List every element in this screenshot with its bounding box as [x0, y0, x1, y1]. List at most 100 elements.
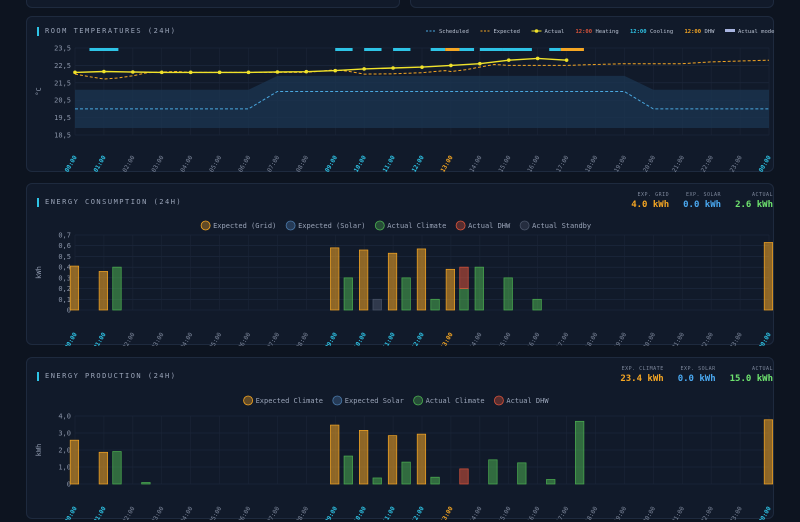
actual-point: [362, 67, 366, 71]
x-tick-label: 16:00: [526, 331, 541, 346]
y-axis-label: °C: [35, 87, 43, 95]
x-tick-label: 16:00: [526, 505, 541, 520]
bar: [98, 451, 108, 485]
actual-point: [420, 65, 424, 69]
bar: [416, 433, 427, 485]
y-tick-label: 0,5: [58, 253, 71, 261]
mode-strip-segment: [364, 48, 382, 51]
legend-time: 12:00: [685, 29, 702, 35]
x-tick-label: 06:00: [237, 154, 252, 173]
legend-time: 12:00: [576, 29, 593, 35]
x-tick-label: 00:00: [64, 331, 79, 346]
bar: [459, 266, 469, 289]
x-tick-label: 05:00: [208, 154, 223, 173]
bar: [387, 435, 398, 485]
x-tick-label: 21:00: [671, 331, 686, 346]
x-tick-label: 02:00: [121, 331, 136, 346]
x-tick-label: 04:00: [179, 154, 194, 173]
legend-swatch: [243, 395, 254, 406]
bar: [445, 268, 455, 311]
y-axis-label: kWh: [35, 444, 43, 457]
x-tick-label: 10:00: [353, 505, 368, 520]
x-tick-label: 14:00: [468, 331, 483, 346]
x-tick-label: 00:00: [758, 154, 773, 173]
x-tick-label: 09:00: [324, 331, 339, 346]
x-tick-label: 14:00: [468, 505, 483, 520]
actual-point: [564, 58, 569, 62]
x-tick-label: 06:00: [237, 331, 252, 346]
x-tick-label: 23:00: [729, 154, 744, 173]
actual-point: [188, 70, 193, 75]
y-tick-label: 0,2: [58, 285, 71, 293]
legend-swatch-dot: [534, 29, 539, 33]
x-tick-label: 03:00: [150, 154, 165, 173]
x-tick-label: 22:00: [700, 331, 715, 346]
legend-label: Expected Solar: [345, 397, 404, 405]
bar: [416, 248, 427, 311]
x-tick-label: 18:00: [584, 505, 599, 520]
legend-swatch: [725, 29, 735, 32]
bar: [763, 242, 774, 311]
actual-point: [391, 66, 395, 70]
actual-point: [304, 69, 309, 74]
y-tick-label: 0,1: [58, 296, 71, 304]
x-tick-label: 08:00: [295, 505, 310, 520]
x-tick-label: 09:00: [324, 505, 339, 520]
actual-point: [217, 70, 222, 75]
x-tick-label: 04:00: [179, 331, 194, 346]
bar: [532, 298, 542, 311]
bar: [330, 424, 340, 485]
y-tick-label: 19,5: [54, 114, 71, 122]
legend-swatch: [493, 395, 504, 406]
bar: [459, 468, 469, 485]
consumption-title: ENERGY CONSUMPTION (24H): [37, 198, 182, 207]
mode-strip-segment: [549, 48, 561, 51]
production-panel: ENERGY PRODUCTION (24H) EXP. CLIMATE 23.4…: [26, 357, 774, 520]
y-tick-label: 22,5: [54, 62, 71, 70]
x-tick-label: 01:00: [93, 154, 108, 173]
top-panel-left: [26, 0, 400, 8]
x-tick-label: 13:00: [440, 331, 455, 346]
x-tick-label: 00:00: [758, 331, 773, 346]
expected-line: [74, 59, 770, 80]
bar: [546, 479, 556, 485]
x-tick-label: 13:00: [440, 154, 455, 173]
bar: [503, 277, 513, 311]
mode-strip-segment: [335, 48, 353, 51]
production-chart: Expected Climate Expected Solar Actual Cli…: [35, 395, 774, 520]
y-tick-label: 0,6: [58, 242, 71, 250]
actual-point: [449, 63, 453, 68]
production-title: ENERGY PRODUCTION (24H): [37, 372, 176, 381]
mode-strip-segment: [430, 48, 446, 51]
bar: [343, 277, 353, 311]
mode-strip-segment: [479, 48, 503, 51]
bar: [401, 461, 411, 485]
x-tick-label: 11:00: [382, 331, 397, 346]
consumption-panel: ENERGY CONSUMPTION (24H) EXP. GRID 4.0 kW…: [26, 183, 774, 346]
y-tick-label: 0,7: [58, 232, 71, 240]
y-tick-label: 1,0: [58, 464, 71, 472]
x-tick-label: 01:00: [93, 505, 108, 520]
bar: [112, 451, 122, 485]
x-tick-label: 00:00: [64, 154, 79, 173]
y-tick-label: 20,5: [54, 97, 71, 105]
x-tick-label: 05:00: [208, 331, 223, 346]
x-tick-label: 08:00: [295, 331, 310, 346]
mode-strip-segment: [502, 48, 532, 51]
actual-point: [102, 69, 106, 74]
actual-point: [275, 70, 280, 74]
mode-strip-segment: [445, 48, 460, 51]
mode-strip-segment: [560, 48, 584, 51]
actual-point: [159, 70, 164, 75]
legend-label: Expected Climate: [256, 397, 323, 405]
x-tick-label: 17:00: [555, 331, 570, 346]
x-tick-label: 03:00: [150, 331, 165, 346]
y-tick-label: 0,4: [58, 264, 71, 272]
x-tick-label: 03:00: [150, 505, 165, 520]
x-tick-label: 23:00: [729, 505, 744, 520]
legend-label: Cooling: [650, 29, 673, 35]
legend-label: Actual DHW: [468, 222, 511, 230]
bar: [372, 298, 382, 311]
legend-swatch: [332, 395, 343, 406]
actual-point: [131, 70, 135, 74]
